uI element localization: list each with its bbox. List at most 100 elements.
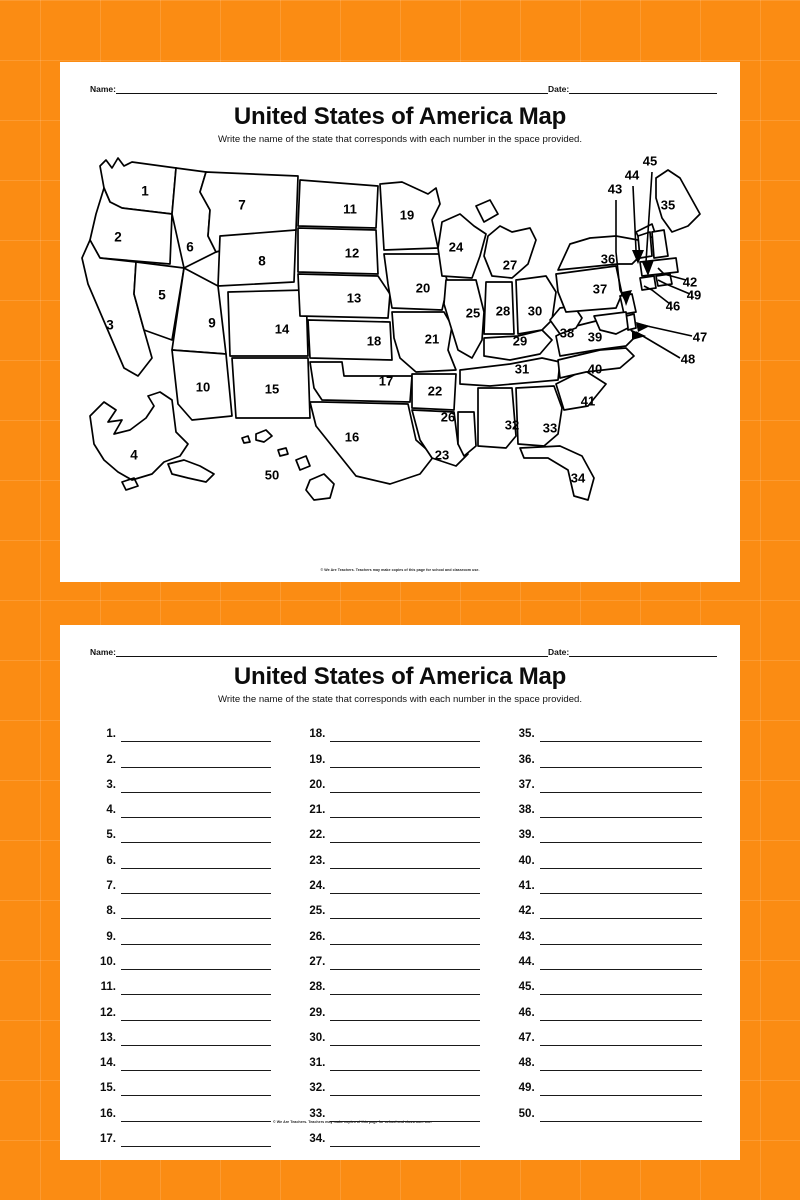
answer-row: 36.: [509, 742, 718, 768]
map-number-32: 32: [505, 417, 519, 432]
answer-input-line[interactable]: [539, 1055, 702, 1072]
answer-input-line[interactable]: [121, 726, 271, 743]
answer-input-line[interactable]: [330, 726, 481, 743]
answer-row: 47.: [509, 1021, 718, 1046]
map-number-26: 26: [441, 409, 455, 424]
answer-row: 13.: [90, 1021, 299, 1046]
answer-input-line[interactable]: [539, 802, 702, 819]
map-number-37: 37: [593, 281, 607, 296]
answer-input-line[interactable]: [539, 827, 702, 844]
answer-input-line[interactable]: [539, 777, 702, 793]
answer-input-line[interactable]: [330, 878, 481, 895]
answer-row: 38.: [509, 793, 718, 819]
answer-input-line[interactable]: [539, 979, 702, 996]
answer-input-line[interactable]: [121, 1131, 271, 1148]
answer-row: 45.: [509, 970, 718, 996]
answer-input-line[interactable]: [121, 752, 271, 768]
answer-row: 32.: [299, 1071, 508, 1097]
answer-input-line[interactable]: [539, 903, 702, 920]
map-number-7: 7: [238, 198, 246, 213]
answer-input-line[interactable]: [330, 903, 481, 920]
answer-input-line[interactable]: [330, 1106, 481, 1122]
answer-input-line[interactable]: [539, 1030, 702, 1046]
map-number-38: 38: [560, 325, 574, 340]
answer-input-line[interactable]: [330, 1080, 481, 1097]
answer-input-line[interactable]: [539, 929, 702, 945]
answer-number: 15.: [100, 1082, 116, 1095]
answer-input-line[interactable]: [539, 853, 702, 869]
answer-input-line[interactable]: [121, 802, 271, 819]
answer-input-line[interactable]: [121, 827, 271, 844]
answer-row: 24.: [299, 869, 508, 895]
answer-input-line[interactable]: [121, 1106, 271, 1122]
answer-input-line[interactable]: [330, 954, 481, 970]
answer-input-line[interactable]: [330, 827, 481, 844]
answer-input-line[interactable]: [121, 929, 271, 945]
answer-row: 9.: [90, 919, 299, 945]
answer-input-line[interactable]: [539, 878, 702, 895]
answer-number: 7.: [106, 880, 116, 893]
answer-row: 29.: [299, 995, 508, 1021]
answer-input-line[interactable]: [330, 1131, 481, 1148]
answer-row: 39.: [509, 818, 718, 844]
answer-input-line[interactable]: [330, 853, 481, 869]
answer-input-line[interactable]: [330, 979, 481, 996]
answer-input-line[interactable]: [330, 929, 481, 945]
answer-input-line[interactable]: [539, 752, 702, 768]
answer-row: 37.: [509, 768, 718, 793]
name-date-row: Name: Date:: [90, 643, 718, 657]
answer-row: 41.: [509, 869, 718, 895]
answer-input-line[interactable]: [121, 777, 271, 793]
answer-row: 22.: [299, 818, 508, 844]
answer-input-line[interactable]: [539, 726, 702, 743]
answer-input-line[interactable]: [121, 979, 271, 996]
answer-number: 49.: [518, 1082, 535, 1095]
answer-input-line[interactable]: [330, 1055, 481, 1072]
answer-row: 11.: [90, 970, 299, 996]
name-input-line[interactable]: [115, 84, 548, 94]
answer-input-line[interactable]: [330, 1030, 481, 1046]
answer-input-line[interactable]: [121, 903, 271, 920]
map-number-8: 8: [258, 254, 266, 269]
answer-input-line[interactable]: [121, 954, 271, 970]
answer-input-line[interactable]: [121, 853, 271, 869]
answer-row: 42.: [509, 894, 718, 920]
usa-map: 1 2 3 4 5 6 7 8 9 10 11 12 13 14 15 16 17 18 19 20 21 22 23 24 2…: [60, 144, 740, 564]
answer-row: 21.: [299, 793, 508, 819]
map-number-39: 39: [588, 329, 602, 344]
map-number-15: 15: [265, 381, 279, 396]
answer-number: 24.: [309, 880, 326, 893]
map-number-27: 27: [503, 257, 517, 272]
answer-number: 14.: [100, 1057, 116, 1070]
name-date-row: Name: Date:: [90, 80, 718, 94]
answer-input-line[interactable]: [539, 1005, 702, 1021]
answer-input-line[interactable]: [121, 878, 271, 895]
answer-input-line[interactable]: [330, 802, 481, 819]
answer-row: 31.: [299, 1046, 508, 1072]
map-number-33: 33: [543, 420, 557, 435]
answer-number: 6.: [106, 854, 116, 867]
answer-input-line[interactable]: [121, 1030, 271, 1046]
date-input-line[interactable]: [569, 84, 718, 94]
answer-number: 26.: [309, 930, 326, 943]
answer-row: 33.: [299, 1096, 508, 1122]
map-number-42: 42: [683, 274, 697, 289]
date-input-line[interactable]: [569, 647, 718, 657]
answer-number: 45.: [518, 981, 535, 994]
answer-input-line[interactable]: [539, 954, 702, 970]
map-number-5: 5: [158, 288, 166, 303]
answer-row: 49.: [509, 1071, 718, 1097]
answer-input-line[interactable]: [330, 752, 481, 768]
answer-input-line[interactable]: [121, 1005, 271, 1021]
answer-input-line[interactable]: [121, 1055, 271, 1072]
name-input-line[interactable]: [115, 647, 548, 657]
map-number-25: 25: [466, 305, 480, 320]
map-number-4: 4: [130, 448, 138, 463]
answer-input-line[interactable]: [539, 1080, 702, 1097]
answer-row: 18.: [299, 717, 508, 743]
answer-input-line[interactable]: [330, 1005, 481, 1021]
answer-input-line[interactable]: [330, 777, 481, 793]
answer-input-line[interactable]: [121, 1080, 271, 1097]
date-label: Date:: [547, 84, 570, 94]
answer-input-line[interactable]: [539, 1106, 702, 1122]
